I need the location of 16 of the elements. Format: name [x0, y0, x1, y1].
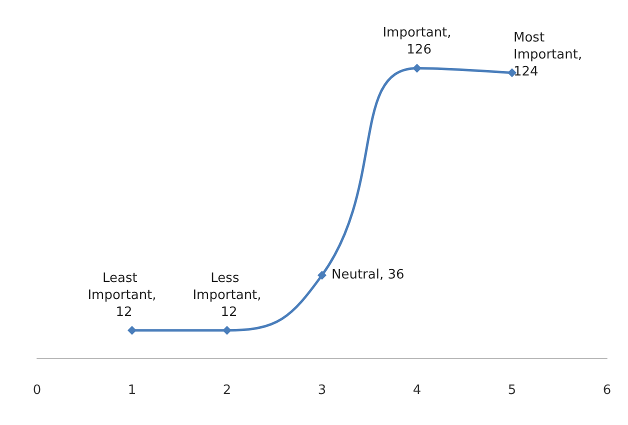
- x-tick-label: 2: [222, 383, 232, 398]
- x-tick-label: 4: [412, 383, 422, 398]
- data-label: Neutral, 36: [332, 268, 404, 283]
- data-label: Important, 126: [382, 26, 452, 58]
- x-tick-label: 5: [508, 383, 516, 398]
- x-tick-label: 0: [32, 383, 42, 398]
- data-label: Least Important, 12: [88, 270, 156, 320]
- point: [128, 326, 136, 335]
- x-tick-label: 3: [318, 383, 326, 398]
- data-label: Most Important, 124: [514, 30, 586, 80]
- data-label: Less Important, 12: [192, 270, 262, 320]
- point: [222, 326, 232, 335]
- x-tick-label: 1: [128, 383, 136, 398]
- x-tick-label: 6: [602, 383, 612, 398]
- point: [318, 270, 326, 280]
- point: [412, 64, 422, 73]
